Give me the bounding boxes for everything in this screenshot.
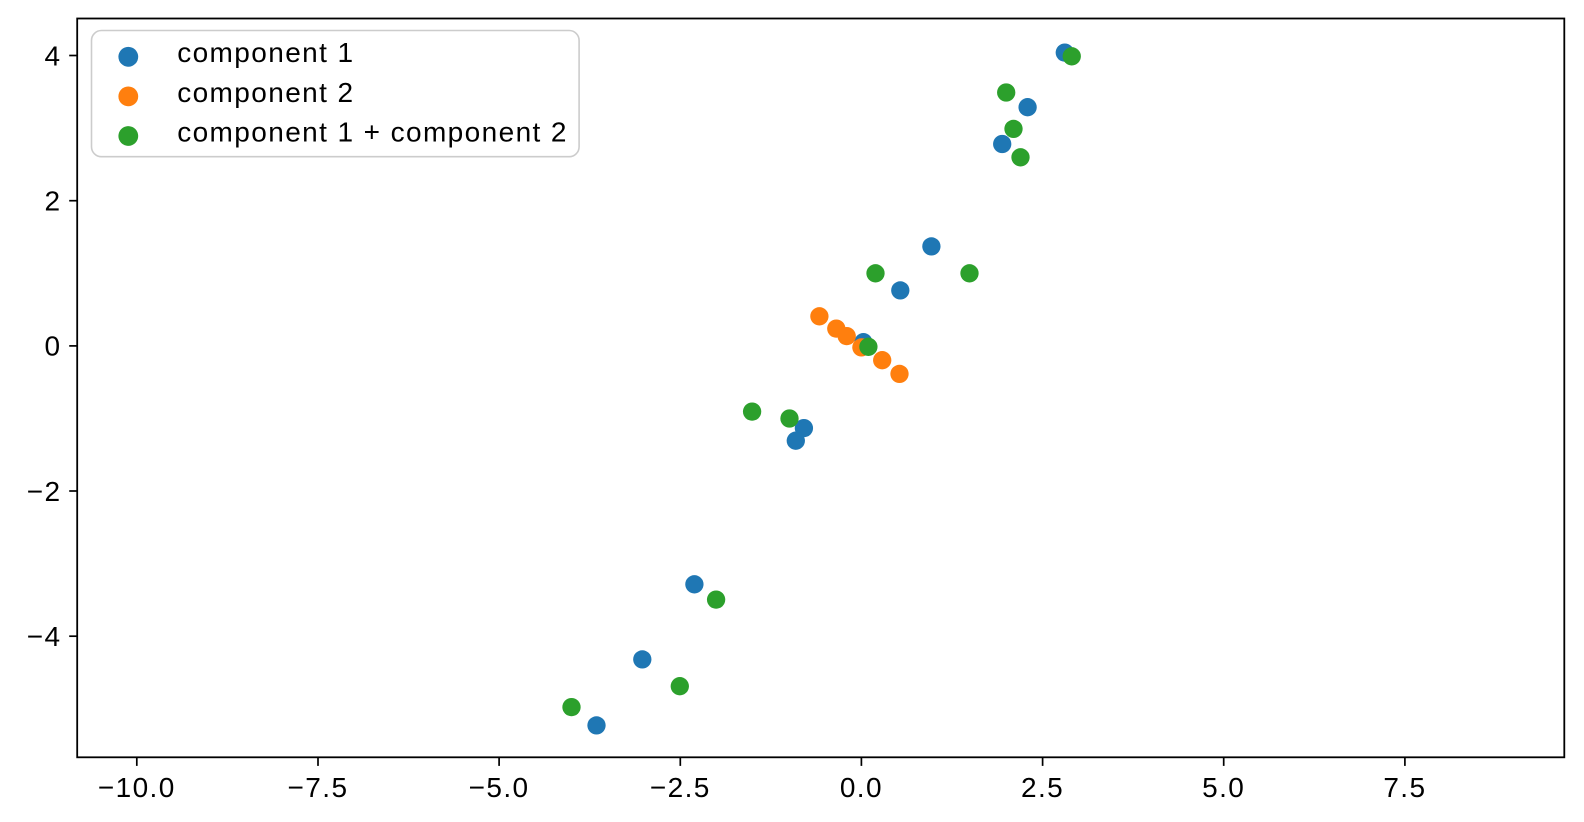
svg-text:component 1 + component 2: component 1 + component 2 — [177, 117, 568, 148]
svg-text:5.0: 5.0 — [1202, 772, 1245, 803]
svg-text:component 1: component 1 — [177, 37, 354, 68]
svg-text:−2.5: −2.5 — [650, 772, 711, 803]
svg-text:−10.0: −10.0 — [98, 772, 176, 803]
svg-text:−4: −4 — [27, 621, 62, 652]
svg-text:4: 4 — [45, 40, 62, 71]
svg-text:0: 0 — [45, 331, 62, 362]
svg-text:−7.5: −7.5 — [288, 772, 349, 803]
svg-text:2.5: 2.5 — [1021, 772, 1064, 803]
svg-text:−2: −2 — [27, 476, 62, 507]
svg-text:−5.0: −5.0 — [469, 772, 530, 803]
svg-text:0.0: 0.0 — [840, 772, 883, 803]
svg-text:2: 2 — [45, 186, 62, 217]
svg-text:7.5: 7.5 — [1383, 772, 1426, 803]
svg-text:component 2: component 2 — [177, 77, 354, 108]
